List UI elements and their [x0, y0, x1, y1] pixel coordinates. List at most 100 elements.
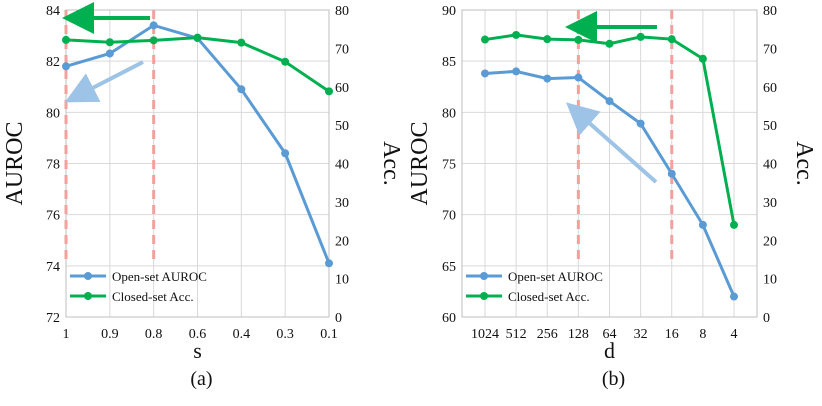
open-set-auroc-point [281, 149, 290, 158]
y-right-tick-label: 10 [763, 273, 777, 288]
open-set-auroc-point [543, 74, 552, 83]
y-left-tick-label: 76 [46, 209, 60, 224]
x-tick-label: 256 [537, 327, 558, 342]
y-right-tick-label: 30 [763, 196, 777, 211]
x-tick-label: 0.9 [101, 327, 119, 342]
y-right-tick-label: 40 [763, 158, 777, 173]
x-tick-label: 0.8 [145, 327, 163, 342]
closed-set-acc-point [193, 33, 202, 42]
y-left-axis-title: AUROC [2, 121, 28, 205]
trend-arrow-blue [64, 60, 144, 103]
closed-set-acc-point [281, 57, 290, 66]
x-tick-label: 16 [665, 327, 679, 342]
y-right-tick-label: 60 [335, 81, 349, 96]
y-right-tick-label: 30 [335, 196, 349, 211]
chart-b: 60 65 70 75 80 85 90 0 10 20 30 40 50 60 70 80 1024 512 25… [407, 4, 817, 390]
legend-swatch-point [480, 272, 488, 280]
closed-set-acc-point [698, 54, 707, 63]
closed-set-acc-point [237, 38, 246, 47]
y-left-tick-label: 84 [46, 4, 60, 19]
closed-set-acc-point [512, 30, 521, 39]
y-left-tick-label: 80 [442, 106, 456, 121]
x-tick-label: 0.1 [320, 327, 338, 342]
open-set-auroc-point [105, 49, 114, 58]
open-set-auroc-point [605, 97, 614, 106]
closed-set-acc-point [636, 32, 645, 41]
x-tick-label: 4 [731, 327, 738, 342]
closed-set-acc-point [481, 35, 489, 44]
y-right-tick-label: 20 [335, 234, 349, 249]
trend-arrow-blue [566, 102, 658, 184]
chart-a: 72 74 76 78 80 82 84 0 10 20 30 40 50 60 70 80 1 0.9 0.8 0.… [2, 2, 404, 390]
open-set-auroc-point [237, 85, 246, 94]
figure-caption: (b) [602, 368, 625, 390]
closed-set-acc-point [149, 36, 158, 45]
y-right-tick-label: 80 [335, 4, 349, 19]
y-left-tick-label: 74 [46, 260, 60, 275]
y-right-tick-label: 50 [335, 119, 349, 134]
y-left-tick-label: 78 [46, 158, 60, 173]
y-right-tick-label: 80 [763, 4, 777, 19]
legend-swatch-point [480, 292, 488, 300]
open-set-auroc-point [636, 119, 645, 128]
legend-label: Open-set AUROC [112, 269, 207, 284]
closed-set-acc-point [574, 35, 583, 44]
legend-label: Closed-set Acc. [508, 289, 590, 304]
x-tick-label: 0.3 [276, 327, 294, 342]
y-left-tick-label: 65 [442, 260, 456, 275]
y-right-tick-label: 60 [763, 81, 777, 96]
y-left-tick-label: 72 [46, 311, 60, 326]
x-tick-label: 512 [506, 327, 527, 342]
x-tick-label: 1 [63, 327, 70, 342]
open-set-auroc-point [698, 220, 707, 229]
y-left-tick-label: 82 [46, 55, 60, 70]
closed-set-acc-point [62, 35, 70, 44]
y-right-axis-title: Acc. [791, 141, 817, 186]
x-tick-label: 32 [634, 327, 648, 342]
y-right-tick-label: 40 [335, 158, 349, 173]
legend-swatch-point [84, 292, 92, 300]
open-set-auroc-point [574, 73, 583, 82]
open-set-auroc-point [149, 21, 158, 30]
x-tick-label: 1024 [471, 327, 499, 342]
y-left-tick-label: 85 [442, 55, 456, 70]
closed-set-acc-point [543, 35, 552, 44]
y-right-tick-label: 50 [763, 119, 777, 134]
open-set-auroc-point [512, 67, 521, 76]
x-tick-label: 128 [568, 327, 589, 342]
y-left-axis-title: AUROC [407, 121, 433, 205]
y-left-tick-label: 75 [442, 158, 456, 173]
closed-set-acc-point [730, 220, 738, 229]
legend-swatch-point [84, 272, 92, 280]
plot-frame [461, 9, 758, 318]
y-right-tick-label: 70 [763, 42, 777, 57]
open-set-auroc-point [325, 259, 333, 268]
x-tick-label: 64 [603, 327, 617, 342]
closed-set-acc-point [105, 38, 114, 47]
closed-set-acc-point [667, 35, 676, 44]
y-right-tick-label: 70 [335, 42, 349, 57]
x-tick-label: 8 [699, 327, 706, 342]
y-right-axis-title: Acc. [378, 141, 404, 186]
x-axis-title: s [193, 338, 202, 363]
y-right-tick-label: 0 [335, 311, 342, 326]
y-right-tick-label: 10 [335, 273, 349, 288]
open-set-auroc-point [730, 292, 738, 301]
closed-set-acc-point [325, 87, 333, 96]
open-set-auroc-point [481, 69, 489, 78]
y-left-tick-label: 60 [442, 311, 456, 326]
y-left-tick-label: 90 [442, 4, 456, 19]
y-right-tick-label: 20 [763, 234, 777, 249]
open-set-auroc-point [667, 169, 676, 178]
y-right-tick-label: 0 [763, 311, 770, 326]
x-tick-label: 0.4 [233, 327, 251, 342]
y-left-tick-label: 70 [442, 209, 456, 224]
closed-set-acc-point [605, 39, 614, 48]
legend-label: Closed-set Acc. [112, 289, 194, 304]
x-tick-label: 0.6 [189, 327, 207, 342]
y-left-tick-label: 80 [46, 106, 60, 121]
figure-caption: (a) [190, 368, 212, 390]
open-set-auroc-point [62, 62, 70, 71]
x-axis-title: d [604, 338, 615, 363]
